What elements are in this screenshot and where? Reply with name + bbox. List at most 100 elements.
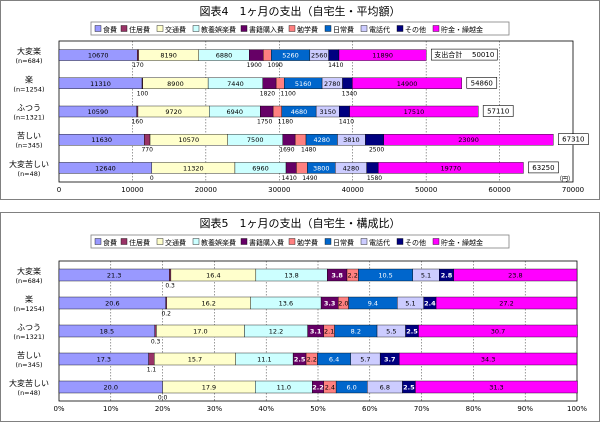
- legend-label: 日常費: [333, 25, 354, 34]
- data-label: 5160: [295, 80, 312, 88]
- bar-segment: [169, 268, 172, 282]
- data-label: 5.1: [421, 272, 431, 280]
- chart-panel-avg-amount: 図表4 1ヶ月の支出（自宅生・平均額） 食費 住居費 交通費 教養娯楽費 書籍購入費 勉学費…: [0, 0, 600, 200]
- bar-segment: [383, 133, 554, 146]
- data-label: 2.1: [324, 328, 334, 336]
- data-label: 12640: [95, 164, 116, 172]
- data-label: 10670: [88, 52, 109, 60]
- data-label: 1900: [247, 62, 262, 69]
- data-label: 1100: [281, 90, 296, 97]
- bar-segment: [339, 105, 350, 118]
- data-label: 1580: [367, 175, 382, 182]
- data-label: 3150: [319, 108, 336, 116]
- legend-swatch: [360, 25, 368, 32]
- data-label: 20.6: [105, 300, 119, 308]
- category-label: 大変苦しい: [9, 378, 49, 388]
- category-n-label: (n=684): [15, 57, 42, 65]
- data-label: 27.2: [499, 300, 513, 308]
- legend-swatch: [324, 238, 332, 245]
- data-label: 3.7: [384, 356, 396, 364]
- data-label: 17.0: [193, 328, 207, 336]
- legend-label: 教養娯楽費: [201, 238, 236, 247]
- legend-swatch: [240, 238, 248, 245]
- data-label: 100: [137, 90, 149, 97]
- x-tick-label: 60000: [488, 186, 510, 194]
- data-label: 2.2: [348, 272, 358, 280]
- data-label: 4680: [291, 108, 308, 116]
- x-tick-label: 50000: [415, 186, 437, 194]
- bar-segment: [415, 380, 578, 394]
- legend-label: 日常費: [333, 238, 354, 247]
- legend-swatch: [432, 25, 440, 32]
- legend-label: 書籍購入費: [249, 25, 284, 34]
- x-tick-label: 30%: [207, 405, 223, 413]
- legend-swatch: [192, 25, 200, 32]
- total-box: [558, 133, 589, 145]
- data-label: 8900: [167, 80, 184, 88]
- data-label: 30.7: [491, 328, 505, 336]
- legend-swatch: [94, 25, 102, 32]
- legend-swatch: [396, 238, 404, 245]
- bar-segment: [260, 105, 274, 118]
- category-n-label: (n=48): [18, 389, 41, 397]
- data-label: 1820: [260, 90, 275, 97]
- bar-segment: [154, 324, 157, 338]
- data-label: 19770: [441, 164, 462, 172]
- data-label: 7500: [247, 136, 264, 144]
- data-label: 3.3: [324, 300, 336, 308]
- legend-label: 貯金・繰越金: [441, 25, 483, 34]
- x-tick-label: 0%: [53, 405, 64, 413]
- data-label: 6.4: [329, 356, 339, 364]
- legend-label: 勉学費: [297, 25, 318, 34]
- data-label: 1480: [301, 147, 316, 154]
- bar-segment: [296, 162, 308, 174]
- data-label: 2780: [324, 80, 341, 88]
- data-label: 20.0: [104, 384, 118, 392]
- data-label: 170: [132, 62, 144, 69]
- data-label: 16.4: [206, 272, 220, 280]
- chart-title: 図表4 1ヶ月の支出（自宅生・平均額）: [200, 4, 401, 18]
- data-label: 2.4: [325, 384, 335, 392]
- total-caption: 支出合計: [434, 50, 462, 59]
- data-label: 13.8: [284, 272, 298, 280]
- bar-segment: [282, 133, 296, 146]
- data-label: 6960: [252, 164, 269, 172]
- bar-segment: [342, 77, 353, 90]
- legend-swatch: [288, 25, 296, 32]
- data-label: 1490: [302, 175, 317, 182]
- total-value: 63250: [532, 164, 554, 172]
- x-tick-label: 0: [57, 186, 61, 194]
- data-label: 2500: [369, 147, 384, 154]
- data-label: 5260: [282, 52, 299, 60]
- data-label: 10590: [88, 108, 109, 116]
- total-box: [430, 48, 498, 61]
- x-tick-label: 70000: [562, 186, 584, 194]
- data-label: 14900: [397, 80, 418, 88]
- data-label: 6.8: [380, 384, 390, 392]
- data-label: 2.2: [312, 384, 324, 392]
- x-tick-label: 10000: [121, 186, 143, 194]
- bar-segment: [418, 324, 578, 338]
- data-label: 10.5: [378, 272, 392, 280]
- bar-segment: [144, 133, 151, 146]
- data-label: 9720: [165, 108, 182, 116]
- data-label: 15.7: [188, 356, 202, 364]
- legend-label: その他: [405, 25, 426, 34]
- legend-swatch: [240, 25, 248, 32]
- bar-segment: [328, 49, 340, 61]
- legend-swatch: [192, 238, 200, 245]
- legend-swatch: [94, 238, 102, 245]
- bar-segment: [378, 162, 524, 174]
- data-label: 0.0: [158, 395, 168, 402]
- category-n-label: (n=1321): [13, 333, 44, 341]
- category-label: 楽: [25, 74, 33, 84]
- data-label: 23.8: [508, 272, 522, 280]
- x-tick-label: 60%: [362, 405, 378, 413]
- data-label: 8190: [160, 52, 177, 60]
- chart-panel-composition: 図表5 1ヶ月の支出（自宅生・構成比） 食費 住居費 交通費 教養娯楽費 書籍購入費 勉学費…: [0, 212, 600, 422]
- bar-segment: [453, 268, 578, 282]
- data-label: 11630: [91, 136, 112, 144]
- data-label: 2.5: [406, 328, 418, 336]
- data-label: 34.3: [481, 356, 495, 364]
- chart-avg-amount: 図表4 1ヶ月の支出（自宅生・平均額） 食費 住居費 交通費 教養娯楽費 書籍購入費 勉学費…: [9, 4, 589, 194]
